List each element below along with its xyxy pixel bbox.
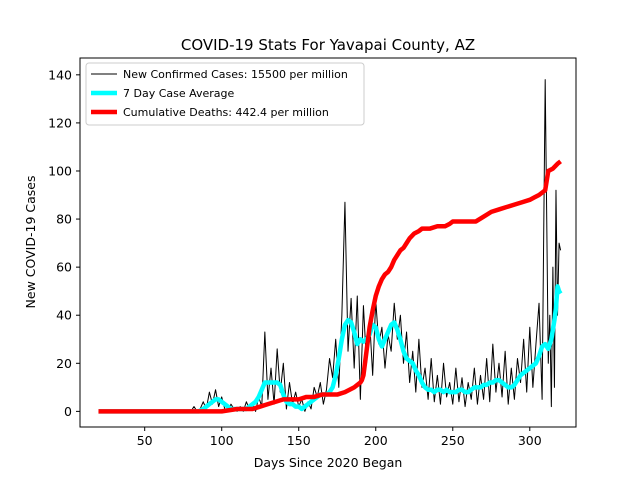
- y-tick-label: 100: [48, 163, 72, 178]
- x-tick-label: 250: [441, 433, 465, 448]
- series-layer: [98, 79, 563, 414]
- chart-title: COVID-19 Stats For Yavapai County, AZ: [181, 36, 475, 54]
- y-tick-label: 120: [48, 115, 72, 130]
- series-line-3: [98, 159, 562, 414]
- x-tick-label: 200: [364, 433, 388, 448]
- y-tick-label: 140: [48, 67, 72, 82]
- y-tick-label: 80: [56, 212, 72, 227]
- legend-label-1: New Confirmed Cases: 15500 per million: [123, 68, 348, 81]
- x-tick-label: 150: [287, 433, 311, 448]
- legend-label-3: Cumulative Deaths: 442.4 per million: [123, 106, 329, 119]
- x-axis-label: Days Since 2020 Began: [254, 455, 403, 470]
- y-tick-label: 0: [64, 404, 72, 419]
- x-tick-label: 300: [518, 433, 542, 448]
- plot-frame: [79, 57, 577, 428]
- y-tick-label: 20: [56, 356, 72, 371]
- y-tick-label: 40: [56, 308, 72, 323]
- x-tick-label: 50: [137, 433, 153, 448]
- x-axis: 50 100 150 200 250 300: [137, 427, 542, 448]
- y-axis-label: New COVID-19 Cases: [23, 176, 38, 309]
- series-line-2: [98, 284, 563, 414]
- x-tick-label: 100: [210, 433, 234, 448]
- y-axis: 0 20 40 60 80 100 120 140: [48, 67, 80, 419]
- y-tick-label: 60: [56, 260, 72, 275]
- legend: New Confirmed Cases: 15500 per million 7 …: [85, 62, 365, 126]
- legend-box: [85, 62, 365, 126]
- legend-label-2: 7 Day Case Average: [123, 87, 235, 100]
- plot-area: [79, 57, 577, 428]
